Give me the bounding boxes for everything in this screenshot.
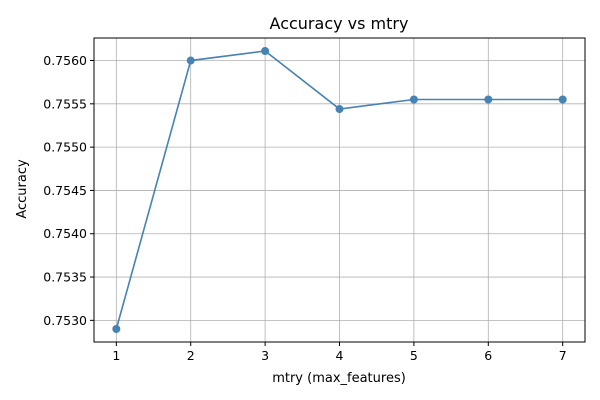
data-point [186, 56, 195, 65]
x-tick-label: 5 [410, 348, 418, 363]
x-axis-label: mtry (max_features) [272, 371, 406, 386]
grid-layer [94, 38, 585, 342]
y-tick-label: 0.7560 [43, 53, 87, 68]
y-tick-label: 0.7545 [43, 183, 87, 198]
data-point [558, 95, 567, 104]
y-tick-label: 0.7530 [43, 313, 87, 328]
y-tick-label: 0.7555 [43, 96, 87, 111]
x-tick-label: 7 [559, 348, 567, 363]
data-point [112, 325, 121, 334]
data-point [409, 95, 418, 104]
x-tick-label: 6 [484, 348, 492, 363]
tick-layer: 1 2 3 4 5 6 7 0.7530 0.7535 0.7540 0.7545 0.7550 0.7… [43, 53, 566, 363]
chart-title: Accuracy vs mtry [270, 14, 409, 33]
x-tick-label: 3 [261, 348, 269, 363]
data-point [261, 46, 270, 55]
x-tick-label: 4 [336, 348, 344, 363]
y-tick-label: 0.7535 [43, 270, 87, 285]
x-tick-label: 2 [187, 348, 195, 363]
x-tick-label: 1 [112, 348, 120, 363]
y-tick-label: 0.7550 [43, 140, 87, 155]
y-tick-label: 0.7540 [43, 226, 87, 241]
data-point [335, 105, 344, 114]
series-layer [112, 46, 567, 334]
data-point [484, 95, 493, 104]
y-axis-label: Accuracy [15, 159, 30, 219]
